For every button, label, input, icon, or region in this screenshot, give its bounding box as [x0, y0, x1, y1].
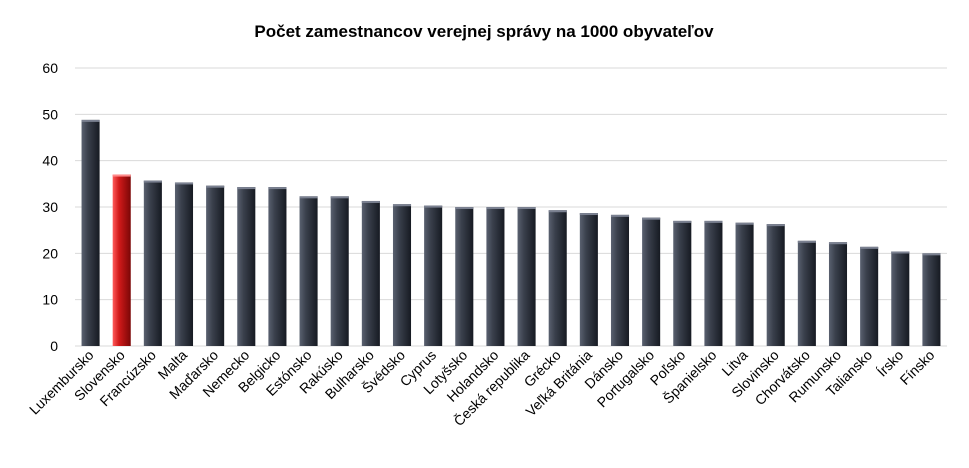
bar-top-highlight [361, 200, 380, 203]
y-tick-label: 20 [42, 245, 58, 261]
y-tick-label: 0 [50, 338, 58, 354]
x-category-label: Fínsko [897, 347, 938, 388]
bar-lotyšsko [455, 207, 474, 346]
bar-top-highlight [424, 205, 443, 208]
bar-maďarsko [206, 185, 225, 346]
bar-top-highlight [922, 253, 941, 256]
bar-litva [735, 222, 754, 346]
bar-top-highlight [174, 182, 194, 185]
y-tick-label: 10 [42, 292, 58, 308]
bar-veľká-británia [579, 213, 598, 346]
bar-top-highlight [455, 207, 474, 209]
bar-top-highlight [548, 210, 567, 213]
bar-rakúsko [330, 196, 349, 346]
bar-top-highlight [112, 174, 131, 177]
bar-top-highlight [610, 214, 630, 217]
bar-top-highlight [797, 240, 816, 243]
bar-top-highlight [642, 217, 661, 220]
bar-top-highlight [828, 242, 848, 245]
bar-poľsko [673, 220, 692, 346]
bar-cyprus [424, 205, 443, 346]
bar-top-highlight [143, 180, 162, 183]
bar-slovensko [112, 174, 131, 346]
y-axis-ticks: 0 10 20 30 40 50 60 [42, 60, 58, 354]
bar-top-highlight [486, 207, 505, 209]
bar-francúzsko [143, 180, 162, 346]
y-tick-label: 50 [42, 106, 58, 122]
bar-top-highlight [330, 196, 349, 199]
bar-portugalsko [642, 217, 661, 346]
bar-top-highlight [206, 185, 225, 188]
bar-dánsko [610, 214, 630, 346]
bar-grécko [548, 210, 567, 346]
bar-top-highlight [704, 220, 723, 223]
bar-nemecko [237, 187, 256, 346]
bar-bulharsko [361, 200, 380, 346]
bar-švédsko [392, 204, 412, 346]
y-tick-label: 40 [42, 153, 58, 169]
bar-rumunsko [828, 242, 848, 346]
chart-title: Počet zamestnancov verejnej správy na 10… [254, 22, 714, 41]
bars [81, 119, 941, 346]
bar-top-highlight [268, 187, 287, 190]
bar-taliansko [860, 246, 879, 346]
bar-luxembursko [81, 119, 100, 346]
bar-top-highlight [673, 220, 692, 223]
bar-top-highlight [237, 187, 256, 190]
bar-írsko [891, 251, 910, 346]
bar-estónsko [299, 196, 318, 346]
bar-fínsko [922, 253, 941, 346]
y-tick-label: 60 [42, 60, 58, 76]
bar-česká-republika [517, 207, 536, 346]
bar-top-highlight [392, 204, 412, 207]
bar-top-highlight [517, 207, 536, 209]
bar-belgicko [268, 187, 287, 346]
bar-top-highlight [766, 224, 785, 227]
bar-chorvátsko [797, 240, 816, 346]
bar-top-highlight [579, 213, 598, 216]
bar-top-highlight [891, 251, 910, 254]
bar-top-highlight [860, 246, 879, 249]
bar-španielsko [704, 220, 723, 346]
bar-malta [174, 182, 194, 346]
y-tick-label: 30 [42, 199, 58, 215]
x-axis-labels: LuxemburskoSlovenskoFrancúzskoMaltaMaďar… [26, 347, 938, 429]
gridlines [75, 67, 947, 347]
bar-top-highlight [299, 196, 318, 199]
bar-top-highlight [81, 119, 100, 122]
bar-top-highlight [735, 222, 754, 225]
bar-slovinsko [766, 224, 785, 346]
bar-holandsko [486, 207, 505, 346]
